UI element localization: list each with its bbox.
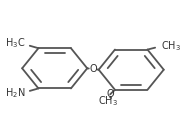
Text: H$_2$N: H$_2$N [5,86,26,100]
Text: O: O [106,89,114,99]
Text: H$_3$C: H$_3$C [5,37,26,50]
Text: CH$_3$: CH$_3$ [161,39,181,53]
Text: CH$_3$: CH$_3$ [98,94,118,108]
Text: O: O [89,64,97,74]
